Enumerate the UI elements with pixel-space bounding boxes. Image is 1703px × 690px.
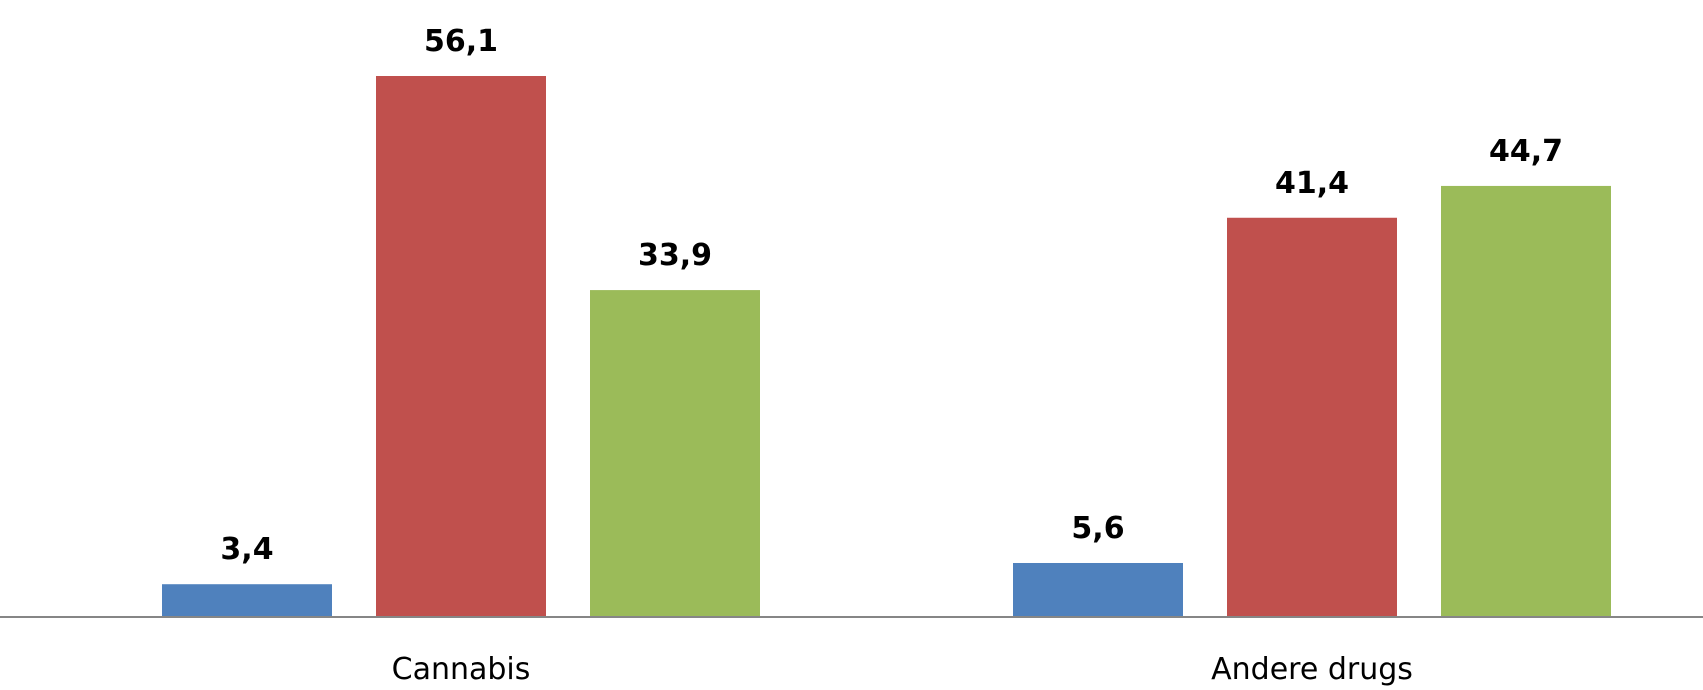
data-label: 41,4 <box>1275 166 1349 201</box>
bar-cannabis-2 <box>376 76 546 617</box>
bar-andere-drugs-1 <box>1013 562 1183 617</box>
category-label: Andere drugs <box>1211 652 1413 686</box>
data-label: 44,7 <box>1489 134 1563 169</box>
data-label: 5,6 <box>1071 511 1124 546</box>
category-label: Cannabis <box>392 652 531 686</box>
bar-cannabis-1 <box>162 584 332 617</box>
category-labels: Cannabis Andere drugs <box>392 652 1413 687</box>
bar-andere-drugs-2 <box>1227 217 1397 618</box>
data-label: 33,9 <box>638 238 712 273</box>
bar-andere-drugs-3 <box>1441 185 1611 617</box>
data-label: 3,4 <box>220 532 273 567</box>
bars <box>162 76 1611 618</box>
bar-cannabis-3 <box>590 290 760 617</box>
data-labels: 3,4 56,1 33,9 5,6 41,4 44,7 <box>220 24 1563 567</box>
data-label: 56,1 <box>424 24 498 59</box>
